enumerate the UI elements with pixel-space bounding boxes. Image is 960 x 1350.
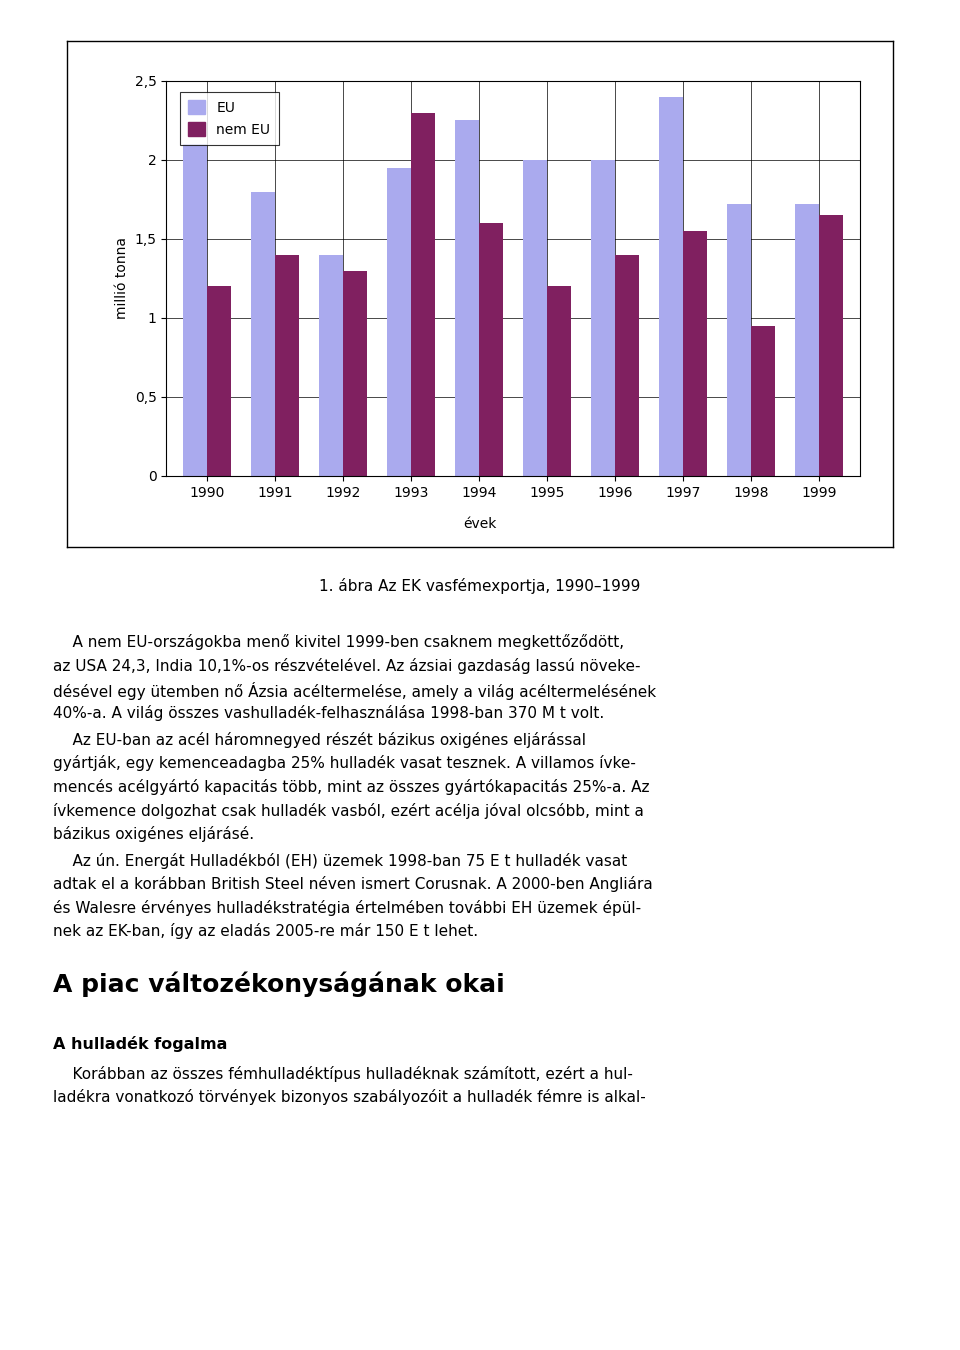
Text: mencés acélgyártó kapacitás több, mint az összes gyártókapacitás 25%-a. Az: mencés acélgyártó kapacitás több, mint a…	[53, 779, 649, 795]
Bar	[343, 270, 367, 477]
Bar	[276, 255, 299, 477]
Bar	[819, 215, 843, 477]
Bar	[660, 97, 683, 477]
Text: Korábban az összes fémhulladéktípus hulladéknak számított, ezért a hul-: Korábban az összes fémhulladéktípus hull…	[53, 1066, 633, 1081]
Text: Az ún. Energát Hulladékból (EH) üzemek 1998-ban 75 E t hulladék vasat: Az ún. Energát Hulladékból (EH) üzemek 1…	[53, 853, 627, 868]
Bar	[320, 255, 343, 477]
Text: ladékra vonatkozó törvények bizonyos szabályozóit a hulladék fémre is alkal-: ladékra vonatkozó törvények bizonyos sza…	[53, 1089, 645, 1106]
Bar	[252, 192, 276, 477]
Bar	[727, 204, 751, 477]
Bar	[387, 167, 411, 477]
Legend: EU, nem EU: EU, nem EU	[180, 92, 278, 144]
Text: nek az EK-ban, így az eladás 2005-re már 150 E t lehet.: nek az EK-ban, így az eladás 2005-re már…	[53, 923, 478, 940]
Text: gyártják, egy kemenceadagba 25% hulladék vasat tesznek. A villamos ívke-: gyártják, egy kemenceadagba 25% hulladék…	[53, 756, 636, 771]
Text: A piac változékonyságának okai: A piac változékonyságának okai	[53, 972, 505, 996]
Bar	[183, 144, 207, 477]
Bar	[751, 325, 775, 477]
Text: bázikus oxigénes eljárásé.: bázikus oxigénes eljárásé.	[53, 826, 254, 842]
Text: 1. ábra Az EK vasfémexportja, 1990–1999: 1. ábra Az EK vasfémexportja, 1990–1999	[320, 578, 640, 594]
Bar	[591, 159, 615, 477]
Bar	[683, 231, 707, 477]
Bar	[615, 255, 638, 477]
Text: désével egy ütemben nő Ázsia acéltermelése, amely a világ acéltermelésének: désével egy ütemben nő Ázsia acéltermelé…	[53, 682, 656, 699]
Text: évek: évek	[464, 517, 496, 531]
Text: és Walesre érvényes hulladékstratégia értelmében további EH üzemek épül-: és Walesre érvényes hulladékstratégia ér…	[53, 900, 641, 915]
Bar	[547, 286, 571, 477]
Text: A nem EU-országokba menő kivitel 1999-ben csaknem megkettőződött,: A nem EU-országokba menő kivitel 1999-be…	[53, 634, 624, 651]
Text: Az EU-ban az acél háromnegyed részét bázikus oxigénes eljárással: Az EU-ban az acél háromnegyed részét báz…	[53, 732, 586, 748]
Bar	[207, 286, 230, 477]
Text: ívkemence dolgozhat csak hulladék vasból, ezért acélja jóval olcsóbb, mint a: ívkemence dolgozhat csak hulladék vasból…	[53, 802, 643, 818]
Text: A hulladék fogalma: A hulladék fogalma	[53, 1037, 228, 1052]
Text: az USA 24,3, India 10,1%-os részvételével. Az ázsiai gazdaság lassú növeke-: az USA 24,3, India 10,1%-os részvételéve…	[53, 657, 640, 674]
Bar	[479, 223, 503, 477]
Text: adtak el a korábban British Steel néven ismert Corusnak. A 2000-ben Angliára: adtak el a korábban British Steel néven …	[53, 876, 653, 892]
Text: 40%-a. A világ összes vashulladék-felhasználása 1998-ban 370 M t volt.: 40%-a. A világ összes vashulladék-felhas…	[53, 705, 604, 721]
Bar	[455, 120, 479, 477]
Bar	[795, 204, 819, 477]
Bar	[411, 112, 435, 477]
Bar	[523, 159, 547, 477]
Y-axis label: millió tonna: millió tonna	[115, 238, 129, 320]
